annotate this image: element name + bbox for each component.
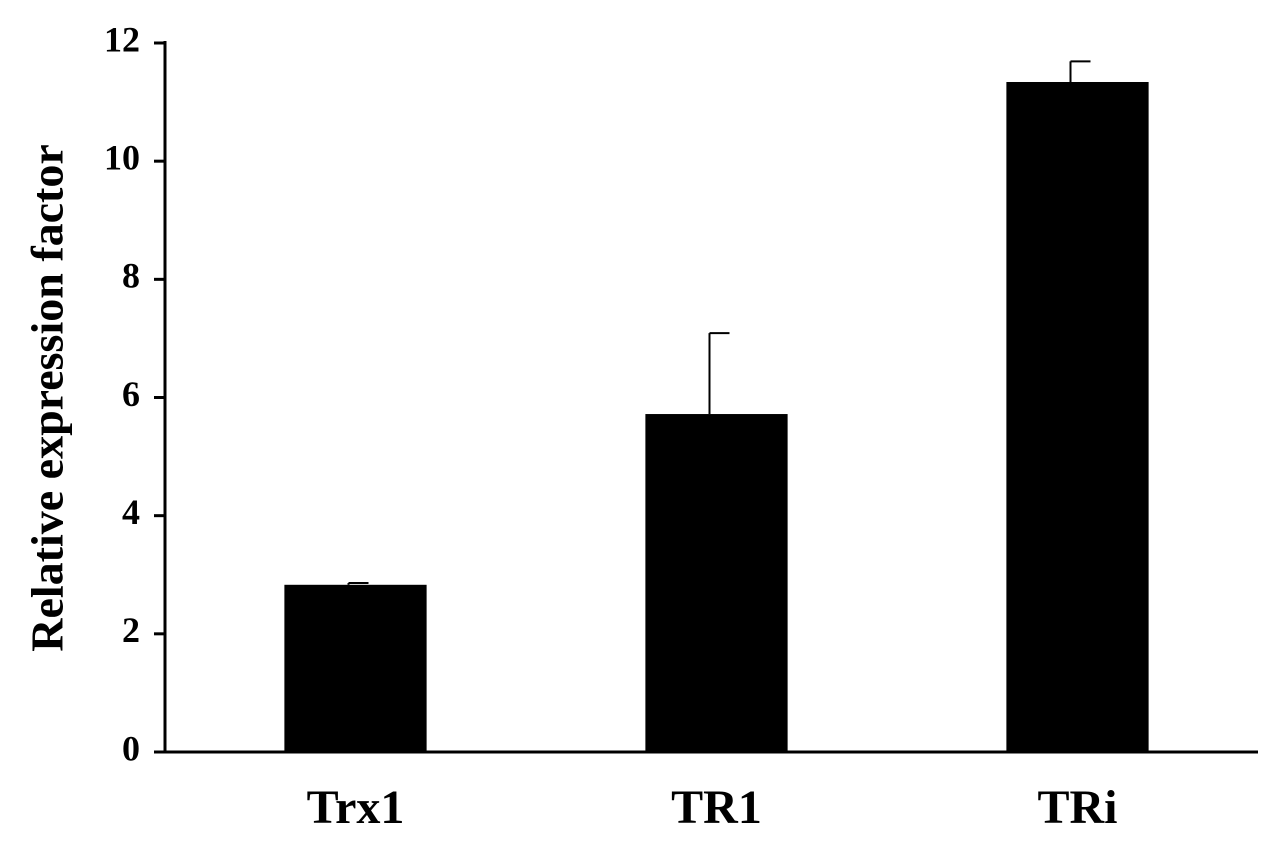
bar [1006,81,1149,753]
y-tick-label: 10 [104,137,140,177]
x-tick-label: Trx1 [307,781,405,834]
bar [645,414,788,752]
y-axis-label: Relative expression factor [22,144,73,652]
y-tick-label: 2 [122,610,140,650]
y-tick-label: 12 [104,19,140,59]
y-tick-label: 0 [122,728,140,768]
y-tick-label: 8 [122,256,140,296]
x-tick-label: TRi [1037,781,1117,834]
y-tick-label: 6 [122,374,140,414]
y-tick-label: 4 [122,492,140,532]
x-tick-label: TR1 [671,781,762,834]
bar [284,584,427,752]
